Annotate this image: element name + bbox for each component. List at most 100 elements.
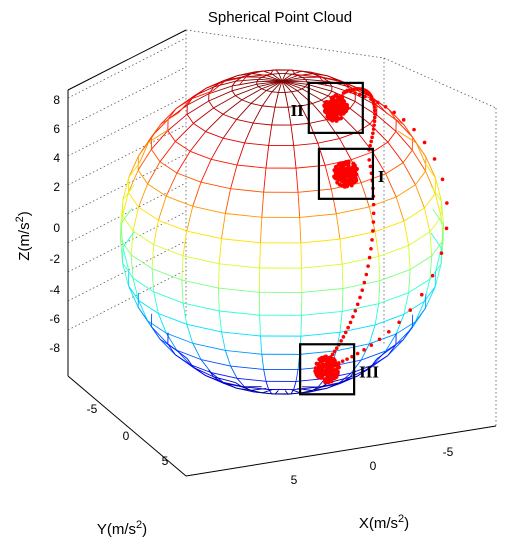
sphere-mesh-line [231, 83, 257, 92]
sphere-mesh-line [189, 150, 212, 160]
sphere-mesh-line [223, 137, 245, 144]
sphere-mesh-line [139, 142, 149, 163]
sphere-mesh-line [341, 264, 344, 289]
sphere-mesh-line [415, 184, 425, 209]
cluster-point [350, 179, 355, 185]
sphere-mesh-line [387, 344, 397, 356]
sphere-mesh-line [312, 386, 322, 391]
sphere-mesh-line [258, 86, 262, 90]
sphere-mesh-line [424, 286, 436, 302]
sphere-mesh-line [297, 88, 303, 92]
sphere-mesh-line [402, 149, 413, 163]
sphere-mesh-line [186, 323, 222, 333]
sphere-mesh-line [181, 255, 184, 281]
z-axis-label: Z(m/s2) [14, 211, 33, 260]
sphere-mesh-line [310, 71, 320, 78]
sphere-mesh-line [297, 188, 332, 193]
sphere-mesh-line [147, 320, 167, 334]
sphere-mesh-line [361, 350, 386, 361]
x-axis-label: X(m/s2) [359, 513, 409, 532]
path-point [372, 105, 377, 110]
cluster-point [331, 360, 337, 365]
sphere-mesh-line [208, 86, 215, 95]
x-ticks: 5 0 -5 [291, 445, 454, 487]
sphere-mesh-line [403, 300, 425, 315]
sphere-mesh-line [208, 369, 214, 378]
path-point [339, 339, 343, 343]
sphere-mesh-line [219, 263, 260, 269]
sphere-mesh-line [395, 131, 413, 151]
sphere-mesh-line [153, 244, 184, 257]
sphere-mesh-line [379, 269, 411, 282]
sphere-mesh-line [269, 69, 274, 75]
cluster-point [337, 170, 342, 175]
sphere-mesh-line [219, 310, 260, 316]
sphere-mesh-line [424, 193, 436, 209]
transition-paths [325, 87, 449, 369]
region-label: I [378, 167, 385, 186]
sphere-mesh-line [263, 369, 267, 382]
sphere-mesh-line [300, 103, 313, 107]
sphere-mesh-line [372, 151, 387, 174]
sphere-mesh-line [281, 80, 292, 93]
sphere-mesh-line [293, 142, 318, 146]
sphere-mesh-line [268, 124, 273, 146]
sphere-mesh-line [182, 302, 188, 325]
sphere-mesh-line [397, 130, 417, 144]
sphere-mesh-line [241, 99, 252, 104]
sphere-mesh-line [341, 288, 344, 312]
sphere-mesh-line [210, 137, 224, 160]
cluster-point [332, 174, 337, 179]
sphere-mesh-line [295, 369, 299, 382]
sphere-mesh-line [221, 238, 261, 244]
sphere-mesh-line [159, 338, 176, 356]
sphere-mesh-line [189, 364, 212, 374]
sphere-mesh-line [151, 268, 183, 281]
sphere-mesh-line [120, 239, 132, 256]
sphere-mesh-line [253, 122, 272, 126]
sphere-mesh-line [385, 162, 404, 175]
sphere-mesh-line [319, 76, 328, 86]
sphere-mesh-line [176, 151, 191, 174]
sphere-mesh-line [429, 231, 433, 256]
path-point [383, 104, 388, 109]
sphere-mesh-line [153, 291, 159, 314]
sphere-mesh-line [350, 359, 362, 374]
sphere-mesh-line [411, 149, 426, 172]
path-point [371, 211, 376, 216]
sphere-mesh-line [222, 382, 242, 388]
sphere-mesh-line [235, 86, 259, 97]
region-box [317, 147, 375, 200]
sphere-mesh-line [200, 181, 231, 190]
sphere-mesh-line [403, 292, 410, 315]
sphere-mesh-line [310, 71, 328, 77]
sphere-mesh-line [132, 206, 139, 232]
sphere-mesh-line [208, 85, 233, 95]
path-point [372, 108, 377, 113]
sphere-mesh-line [403, 124, 417, 144]
z-ticks: 8 6 4 2 0 -2 -4 -6 -8 [49, 93, 60, 355]
path-point [371, 99, 376, 104]
sphere-mesh-line [423, 207, 431, 233]
sphere-mesh-line [224, 188, 232, 214]
path-point [367, 158, 371, 162]
sphere-mesh-line [148, 129, 169, 143]
cluster-point [329, 114, 334, 119]
sphere-mesh-line [292, 69, 311, 73]
x-tick-label: 5 [291, 473, 298, 487]
sphere-mesh-line [260, 217, 263, 243]
sphere-mesh-line [271, 80, 283, 93]
sphere-mesh-line [138, 299, 159, 314]
sphere-mesh-line [221, 331, 261, 337]
sphere-mesh-line [339, 376, 351, 384]
sphere-mesh-line [147, 161, 161, 185]
sphere-mesh-line [200, 159, 212, 183]
path-point [377, 337, 382, 342]
z-tick-label: 4 [53, 151, 60, 165]
path-point [372, 119, 377, 124]
z-tick-label: 6 [53, 122, 60, 136]
sphere-mesh-line [122, 192, 129, 216]
z-tick-label: 2 [53, 180, 60, 194]
sphere-mesh-line [176, 349, 202, 360]
sphere-mesh-line [274, 390, 279, 395]
